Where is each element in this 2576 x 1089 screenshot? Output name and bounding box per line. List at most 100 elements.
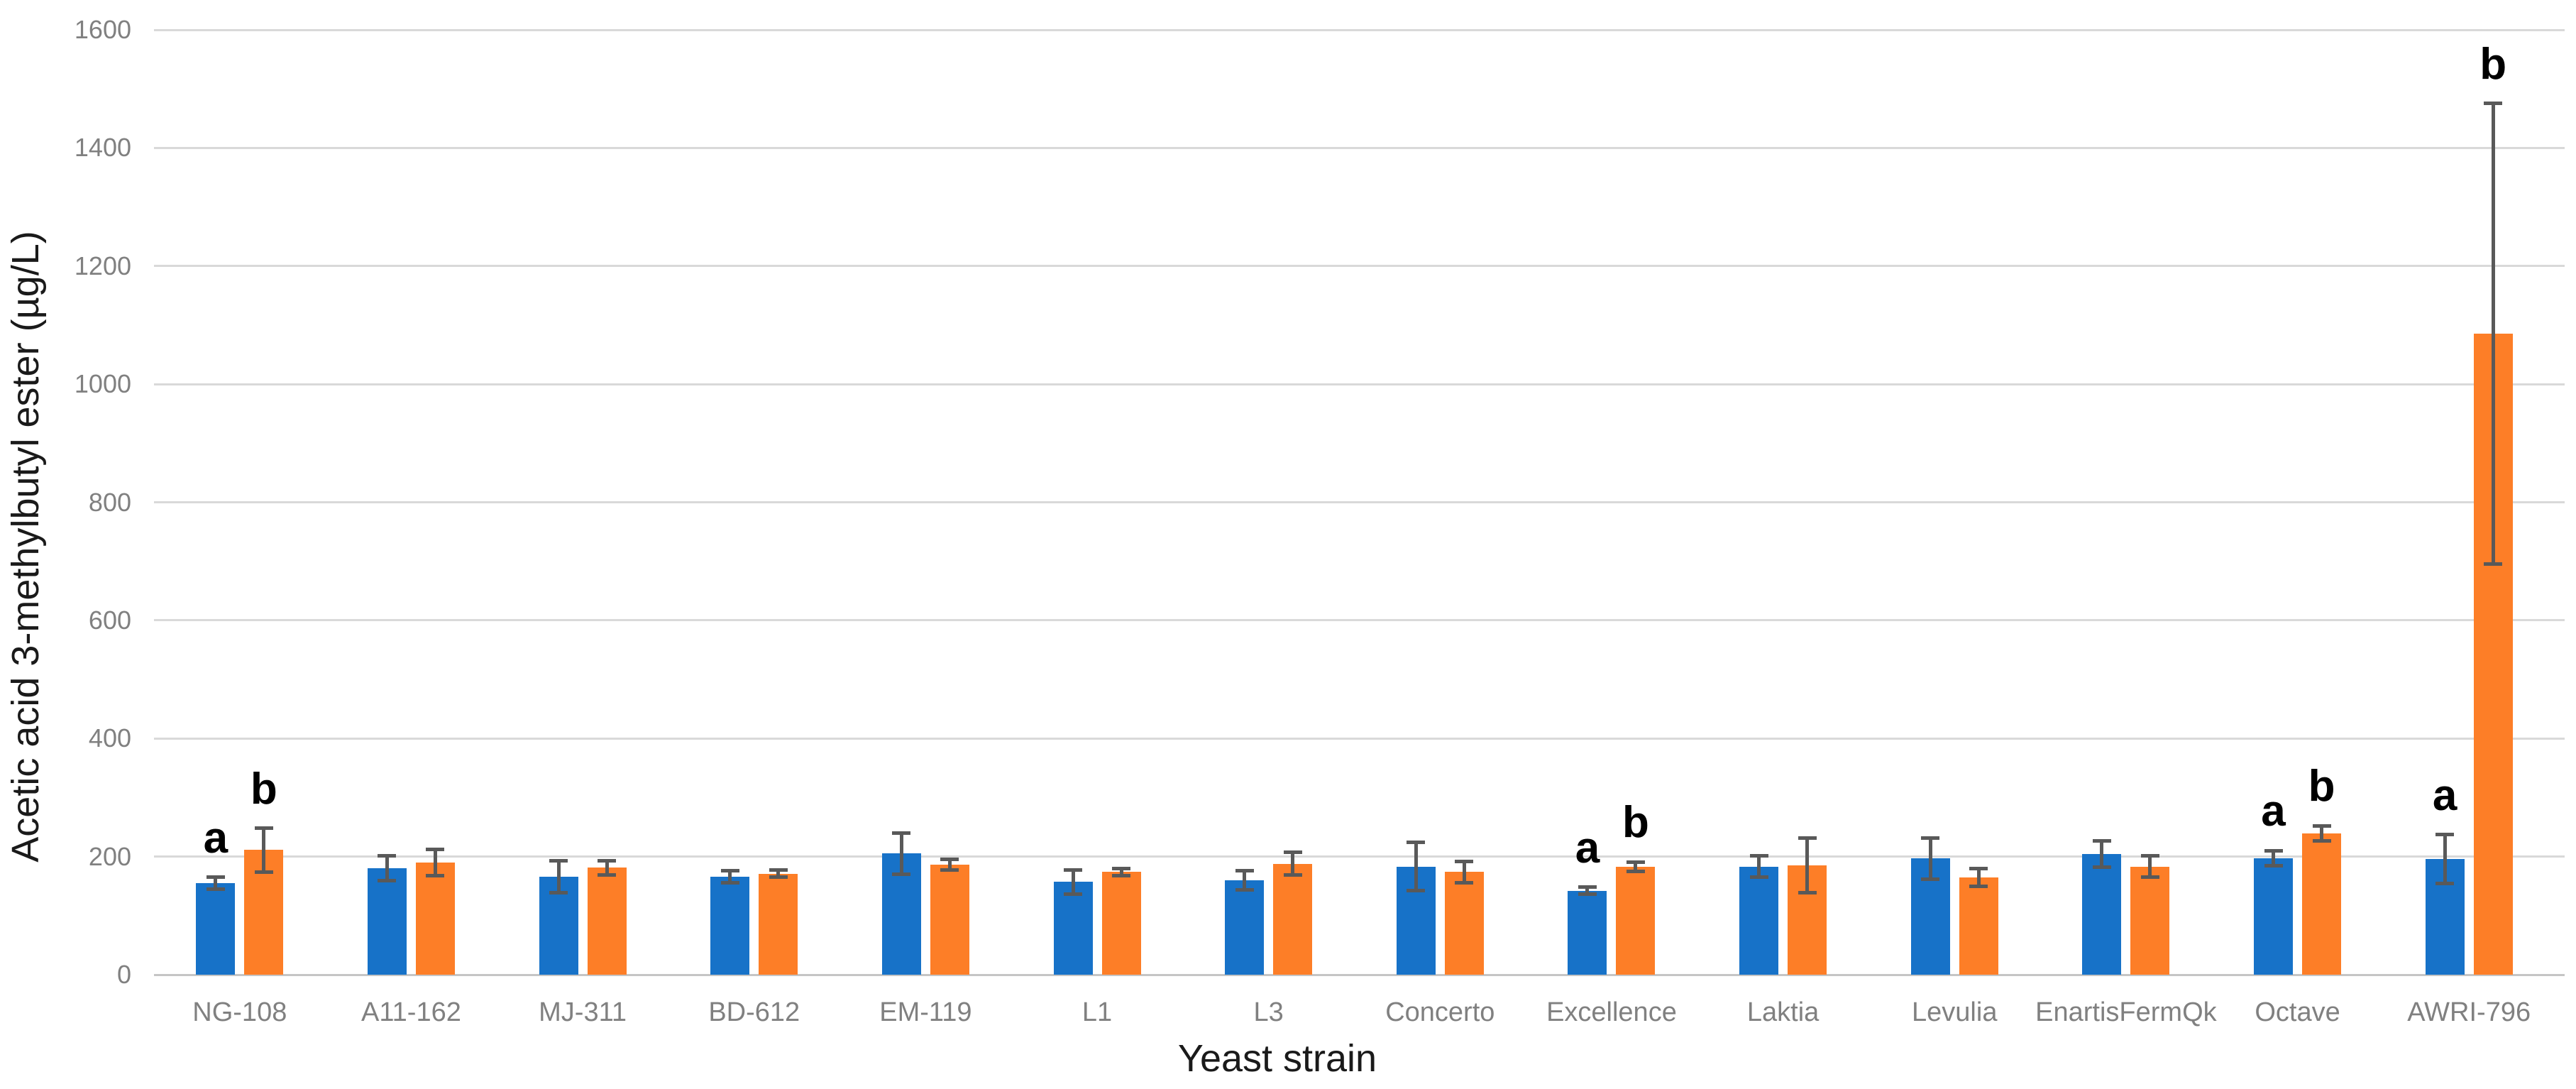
error-bar-orange-NG-108 [262,828,266,872]
error-bar-cap [940,858,959,862]
bar-orange-L3 [1273,863,1313,975]
error-bar-cap [720,869,739,873]
category-label-Levulia: Levulia [1912,997,1998,1027]
gridline-y-1200 [154,265,2565,268]
error-bar-cap [254,870,273,874]
error-bar-cap [1626,860,1645,864]
y-axis-title: Acetic acid 3-methylbutyl ester (µg/L) [4,231,47,863]
gridline-y-1600 [154,28,2565,31]
error-bar-cap [1749,875,1768,880]
y-tick-label: 400 [88,723,131,753]
y-tick-label: 1200 [74,251,131,280]
category-label-Concerto: Concerto [1385,997,1495,1027]
bar-orange-EM-119 [930,865,969,975]
category-label-AWRI-796: AWRI-796 [2407,997,2531,1027]
error-bar-cap [720,880,739,885]
error-bar-cap [1626,869,1645,873]
error-bar-cap [378,854,397,858]
error-bar-blue-L3 [1243,870,1247,890]
error-bar-cap [1283,850,1302,855]
error-bar-orange-EnartisFermQk [2148,855,2152,877]
error-bar-cap [1112,873,1131,877]
bar-blue-Excellence [1568,890,1607,975]
error-bar-cap [549,890,568,894]
bar-orange-EnartisFermQk [2130,866,2170,975]
error-bar-cap [2092,839,2111,843]
error-bar-cap [892,831,911,835]
bar-orange-MJ-311 [587,868,627,975]
category-label-EnartisFermQk: EnartisFermQk [2035,997,2217,1027]
significance-letter-blue-Excellence: a [1575,823,1600,872]
error-bar-cap [1798,890,1817,894]
error-bar-cap [1455,859,1474,863]
significance-letter-blue-AWRI-796: a [2432,770,2457,820]
error-bar-cap [2435,833,2455,837]
error-bar-cap [1455,880,1474,885]
gridline-y-1400 [154,146,2565,149]
error-bar-cap [2264,864,2283,868]
error-bar-cap [1749,854,1768,858]
bar-blue-Octave [2254,858,2294,975]
significance-letter-orange-Excellence: b [1622,798,1649,848]
category-label-EM-119: EM-119 [879,997,972,1027]
y-tick-label: 200 [88,841,131,871]
error-bar-cap [2092,865,2111,870]
gridline-y-600 [154,619,2565,622]
bar-blue-L1 [1053,882,1093,975]
error-bar-blue-Octave [2272,850,2276,866]
error-bar-cap [1798,836,1817,841]
error-bar-cap [2264,848,2283,853]
error-bar-cap [206,887,225,891]
category-label-Excellence: Excellence [1546,997,1677,1027]
y-tick-label: 1600 [74,15,131,44]
bar-blue-EnartisFermQk [2082,854,2122,975]
category-label-MJ-311: MJ-311 [539,997,627,1027]
bar-blue-Laktia [1739,866,1779,975]
error-bar-cap [1235,869,1254,873]
error-bar-blue-AWRI-796 [2443,834,2447,884]
error-bar-cap [1921,836,1940,840]
error-bar-blue-Levulia [1928,838,1932,880]
error-bar-cap [1112,866,1131,870]
error-bar-cap [769,868,788,872]
y-tick-label: 1000 [74,369,131,399]
error-bar-orange-A11-162 [433,849,437,876]
error-bar-cap [2140,854,2159,858]
error-bar-cap [426,848,445,852]
error-bar-cap [1921,877,1940,881]
error-bar-cap [1578,892,1597,897]
bar-orange-Excellence [1616,866,1656,975]
error-bar-cap [598,872,617,877]
error-bar-cap [254,826,273,831]
significance-letter-orange-NG-108: b [250,764,277,814]
y-tick-label: 600 [88,605,131,635]
bar-blue-NG-108 [196,883,236,975]
y-tick-label: 800 [88,487,131,517]
error-bar-cap [426,873,445,877]
error-bar-blue-EnartisFermQk [2100,841,2104,868]
bar-blue-A11-162 [367,868,407,975]
x-axis-title: Yeast strain [1177,1037,1377,1080]
gridline-y-1000 [154,383,2565,385]
category-label-A11-162: A11-162 [361,997,461,1027]
error-bar-blue-EM-119 [899,833,903,875]
error-bar-cap [940,868,959,872]
error-bar-cap [1407,841,1426,845]
category-label-NG-108: NG-108 [192,997,287,1027]
gridline-y-0 [154,973,2565,976]
error-bar-orange-EM-119 [947,859,952,870]
error-bar-orange-L3 [1291,852,1295,875]
error-bar-cap [892,872,911,877]
error-bar-blue-Laktia [1757,855,1761,877]
error-bar-orange-Excellence [1634,862,1638,872]
bar-blue-L3 [1225,880,1265,975]
error-bar-blue-L1 [1071,870,1075,894]
bar-orange-A11-162 [415,862,455,975]
significance-letter-blue-NG-108: a [203,813,229,863]
error-bar-orange-BD-612 [776,870,781,877]
error-bar-orange-Concerto [1462,861,1466,883]
error-bar-cap [1407,889,1426,893]
y-tick-label: 1400 [74,133,131,163]
